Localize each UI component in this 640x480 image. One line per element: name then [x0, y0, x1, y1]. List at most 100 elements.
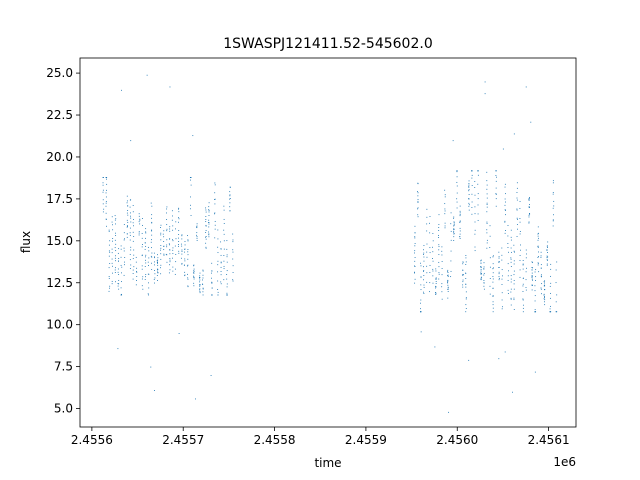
data-point: [453, 223, 455, 225]
data-point: [151, 234, 153, 236]
data-point: [138, 231, 140, 233]
data-point: [550, 305, 551, 307]
data-point: [135, 256, 137, 258]
data-point: [417, 183, 419, 185]
data-point: [438, 214, 440, 216]
data-point: [456, 207, 458, 209]
data-point: [444, 194, 446, 196]
data-point: [459, 205, 461, 207]
data-point: [217, 294, 219, 296]
data-point: [123, 250, 125, 252]
data-point: [513, 263, 515, 265]
data-point: [226, 254, 228, 256]
data-point: [157, 268, 159, 270]
data-point: [507, 289, 509, 291]
data-point: [453, 240, 455, 241]
data-point: [126, 195, 128, 197]
data-point: [540, 264, 542, 266]
data-point: [108, 276, 110, 277]
data-point: [534, 300, 536, 302]
data-point: [136, 270, 137, 272]
data-point: [178, 250, 180, 252]
data-point: [550, 292, 552, 294]
data-point: [532, 284, 533, 286]
data-point: [465, 286, 467, 288]
data-point: [550, 275, 552, 277]
data-point: [453, 221, 455, 223]
data-point: [435, 270, 437, 272]
data-point: [543, 281, 545, 283]
data-point: [208, 223, 210, 225]
data-point: [462, 279, 464, 281]
data-point: [510, 288, 512, 290]
data-point: [555, 282, 557, 284]
data-point: [226, 292, 228, 294]
data-point: [211, 294, 213, 296]
data-point: [202, 294, 204, 296]
data-point: [453, 228, 455, 230]
data-point: [549, 297, 551, 299]
data-point: [541, 283, 543, 285]
data-point: [141, 285, 143, 287]
data-point: [178, 207, 180, 209]
data-point: [435, 277, 437, 279]
data-point: [115, 243, 117, 245]
data-point: [130, 221, 132, 223]
data-point: [138, 221, 140, 223]
data-point: [141, 278, 143, 280]
data-point: [223, 279, 225, 281]
data-point: [434, 346, 436, 348]
data-point: [423, 286, 425, 288]
data-point: [520, 249, 522, 251]
data-point: [484, 81, 486, 83]
data-point: [547, 245, 548, 247]
data-point: [153, 252, 155, 254]
data-point: [552, 207, 554, 209]
data-point: [163, 253, 165, 255]
data-point: [492, 307, 494, 309]
data-point: [504, 186, 506, 188]
data-point: [199, 284, 201, 285]
data-point: [214, 213, 215, 215]
data-point: [226, 283, 228, 285]
data-point: [156, 275, 158, 276]
data-point: [528, 221, 530, 223]
data-point: [459, 210, 461, 212]
data-point: [229, 194, 231, 196]
data-point: [196, 232, 198, 234]
data-point: [452, 140, 454, 142]
data-point: [450, 223, 452, 225]
data-point: [160, 239, 162, 241]
data-point: [423, 270, 424, 272]
data-point: [132, 258, 134, 260]
data-point: [474, 206, 476, 208]
data-point: [157, 257, 159, 259]
data-point: [423, 291, 424, 293]
data-point: [232, 258, 234, 260]
data-point: [118, 248, 120, 250]
data-point: [136, 271, 138, 273]
data-point: [507, 225, 509, 226]
data-point: [468, 204, 470, 206]
data-point: [516, 208, 518, 210]
data-point: [103, 208, 105, 210]
data-point: [126, 226, 128, 228]
y-tick-label: 10.0: [46, 318, 73, 332]
data-point: [486, 204, 488, 205]
data-point: [522, 291, 524, 292]
data-point: [160, 264, 162, 266]
data-point: [220, 241, 222, 243]
data-point: [141, 268, 143, 270]
data-point: [501, 308, 503, 310]
data-point: [423, 260, 425, 262]
data-point: [145, 245, 147, 247]
data-point: [447, 280, 449, 282]
data-point: [417, 200, 419, 202]
data-point: [471, 185, 473, 187]
data-point: [498, 267, 500, 268]
data-point: [220, 281, 222, 283]
data-point: [552, 219, 554, 221]
data-point: [208, 233, 210, 235]
data-point: [540, 275, 542, 277]
data-point: [435, 281, 437, 282]
